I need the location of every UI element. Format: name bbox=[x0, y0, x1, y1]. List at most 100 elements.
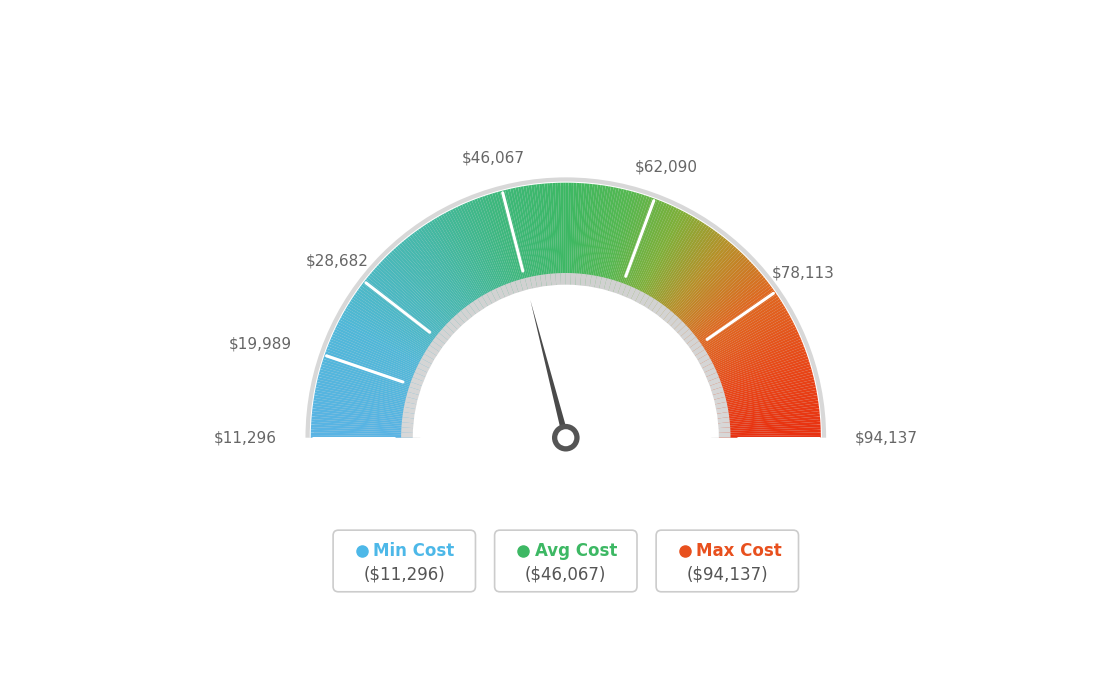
Text: $94,137: $94,137 bbox=[854, 430, 917, 445]
Wedge shape bbox=[312, 408, 414, 422]
Wedge shape bbox=[714, 377, 814, 403]
Wedge shape bbox=[608, 193, 639, 291]
Wedge shape bbox=[552, 183, 560, 285]
Wedge shape bbox=[615, 196, 649, 293]
Wedge shape bbox=[327, 346, 423, 384]
Wedge shape bbox=[393, 248, 464, 325]
Wedge shape bbox=[699, 313, 789, 364]
Wedge shape bbox=[676, 259, 750, 332]
Wedge shape bbox=[709, 349, 806, 386]
Wedge shape bbox=[719, 422, 820, 430]
Wedge shape bbox=[719, 433, 820, 436]
Circle shape bbox=[558, 429, 574, 446]
Wedge shape bbox=[668, 317, 682, 333]
Wedge shape bbox=[617, 198, 655, 295]
Wedge shape bbox=[405, 397, 422, 405]
Wedge shape bbox=[340, 317, 431, 367]
Wedge shape bbox=[702, 373, 719, 383]
Wedge shape bbox=[548, 183, 556, 285]
Wedge shape bbox=[571, 273, 576, 289]
Wedge shape bbox=[311, 416, 413, 426]
Wedge shape bbox=[713, 412, 730, 419]
Wedge shape bbox=[432, 219, 487, 308]
Wedge shape bbox=[624, 201, 665, 297]
Wedge shape bbox=[407, 387, 424, 396]
Wedge shape bbox=[719, 435, 820, 437]
Wedge shape bbox=[646, 299, 658, 315]
Wedge shape bbox=[405, 238, 470, 319]
Wedge shape bbox=[697, 306, 785, 359]
Wedge shape bbox=[449, 317, 464, 333]
Wedge shape bbox=[306, 177, 826, 437]
Text: $19,989: $19,989 bbox=[230, 337, 293, 352]
Wedge shape bbox=[540, 275, 548, 290]
Wedge shape bbox=[529, 185, 545, 286]
Wedge shape bbox=[550, 183, 558, 285]
Wedge shape bbox=[719, 430, 820, 435]
Wedge shape bbox=[592, 186, 611, 287]
Wedge shape bbox=[620, 284, 631, 301]
Wedge shape bbox=[694, 299, 782, 356]
Wedge shape bbox=[716, 398, 818, 415]
Wedge shape bbox=[537, 184, 550, 286]
Wedge shape bbox=[585, 185, 601, 286]
Wedge shape bbox=[688, 284, 771, 346]
Wedge shape bbox=[658, 235, 722, 317]
Wedge shape bbox=[510, 188, 534, 288]
Wedge shape bbox=[638, 213, 689, 304]
Wedge shape bbox=[420, 358, 435, 370]
Wedge shape bbox=[654, 228, 713, 313]
Wedge shape bbox=[403, 407, 420, 415]
Wedge shape bbox=[677, 262, 752, 333]
Circle shape bbox=[552, 424, 580, 451]
Wedge shape bbox=[671, 254, 744, 328]
Wedge shape bbox=[616, 197, 652, 294]
Wedge shape bbox=[690, 290, 775, 351]
Wedge shape bbox=[443, 213, 493, 304]
Wedge shape bbox=[575, 183, 584, 285]
Wedge shape bbox=[311, 435, 413, 437]
Wedge shape bbox=[625, 203, 667, 297]
Wedge shape bbox=[713, 366, 811, 397]
Wedge shape bbox=[665, 314, 679, 329]
Wedge shape bbox=[479, 197, 516, 294]
Wedge shape bbox=[323, 356, 421, 391]
Wedge shape bbox=[421, 227, 480, 312]
Wedge shape bbox=[586, 185, 603, 286]
Wedge shape bbox=[715, 385, 816, 408]
Text: $78,113: $78,113 bbox=[772, 265, 835, 280]
Wedge shape bbox=[495, 192, 524, 290]
Wedge shape bbox=[534, 184, 549, 286]
Wedge shape bbox=[500, 284, 511, 301]
Wedge shape bbox=[402, 412, 418, 419]
Wedge shape bbox=[395, 246, 465, 324]
Wedge shape bbox=[691, 292, 777, 352]
Wedge shape bbox=[690, 288, 774, 349]
Wedge shape bbox=[317, 380, 417, 404]
Wedge shape bbox=[439, 329, 454, 343]
Wedge shape bbox=[365, 277, 447, 343]
Wedge shape bbox=[661, 238, 726, 319]
Wedge shape bbox=[505, 190, 531, 289]
Wedge shape bbox=[341, 315, 432, 366]
Wedge shape bbox=[639, 214, 691, 304]
Wedge shape bbox=[460, 308, 475, 323]
Wedge shape bbox=[378, 263, 454, 334]
Wedge shape bbox=[314, 395, 415, 414]
Wedge shape bbox=[344, 308, 434, 361]
Wedge shape bbox=[364, 279, 446, 344]
Wedge shape bbox=[629, 288, 640, 305]
Text: $28,682: $28,682 bbox=[306, 253, 369, 268]
Wedge shape bbox=[321, 362, 420, 393]
Wedge shape bbox=[580, 274, 586, 290]
Wedge shape bbox=[412, 233, 475, 316]
Wedge shape bbox=[469, 302, 482, 317]
Wedge shape bbox=[434, 218, 488, 307]
Wedge shape bbox=[666, 245, 734, 323]
Wedge shape bbox=[316, 387, 416, 409]
Text: ($94,137): ($94,137) bbox=[687, 566, 768, 584]
Wedge shape bbox=[383, 257, 457, 331]
Wedge shape bbox=[417, 363, 433, 375]
Wedge shape bbox=[631, 207, 677, 300]
Wedge shape bbox=[390, 252, 461, 327]
